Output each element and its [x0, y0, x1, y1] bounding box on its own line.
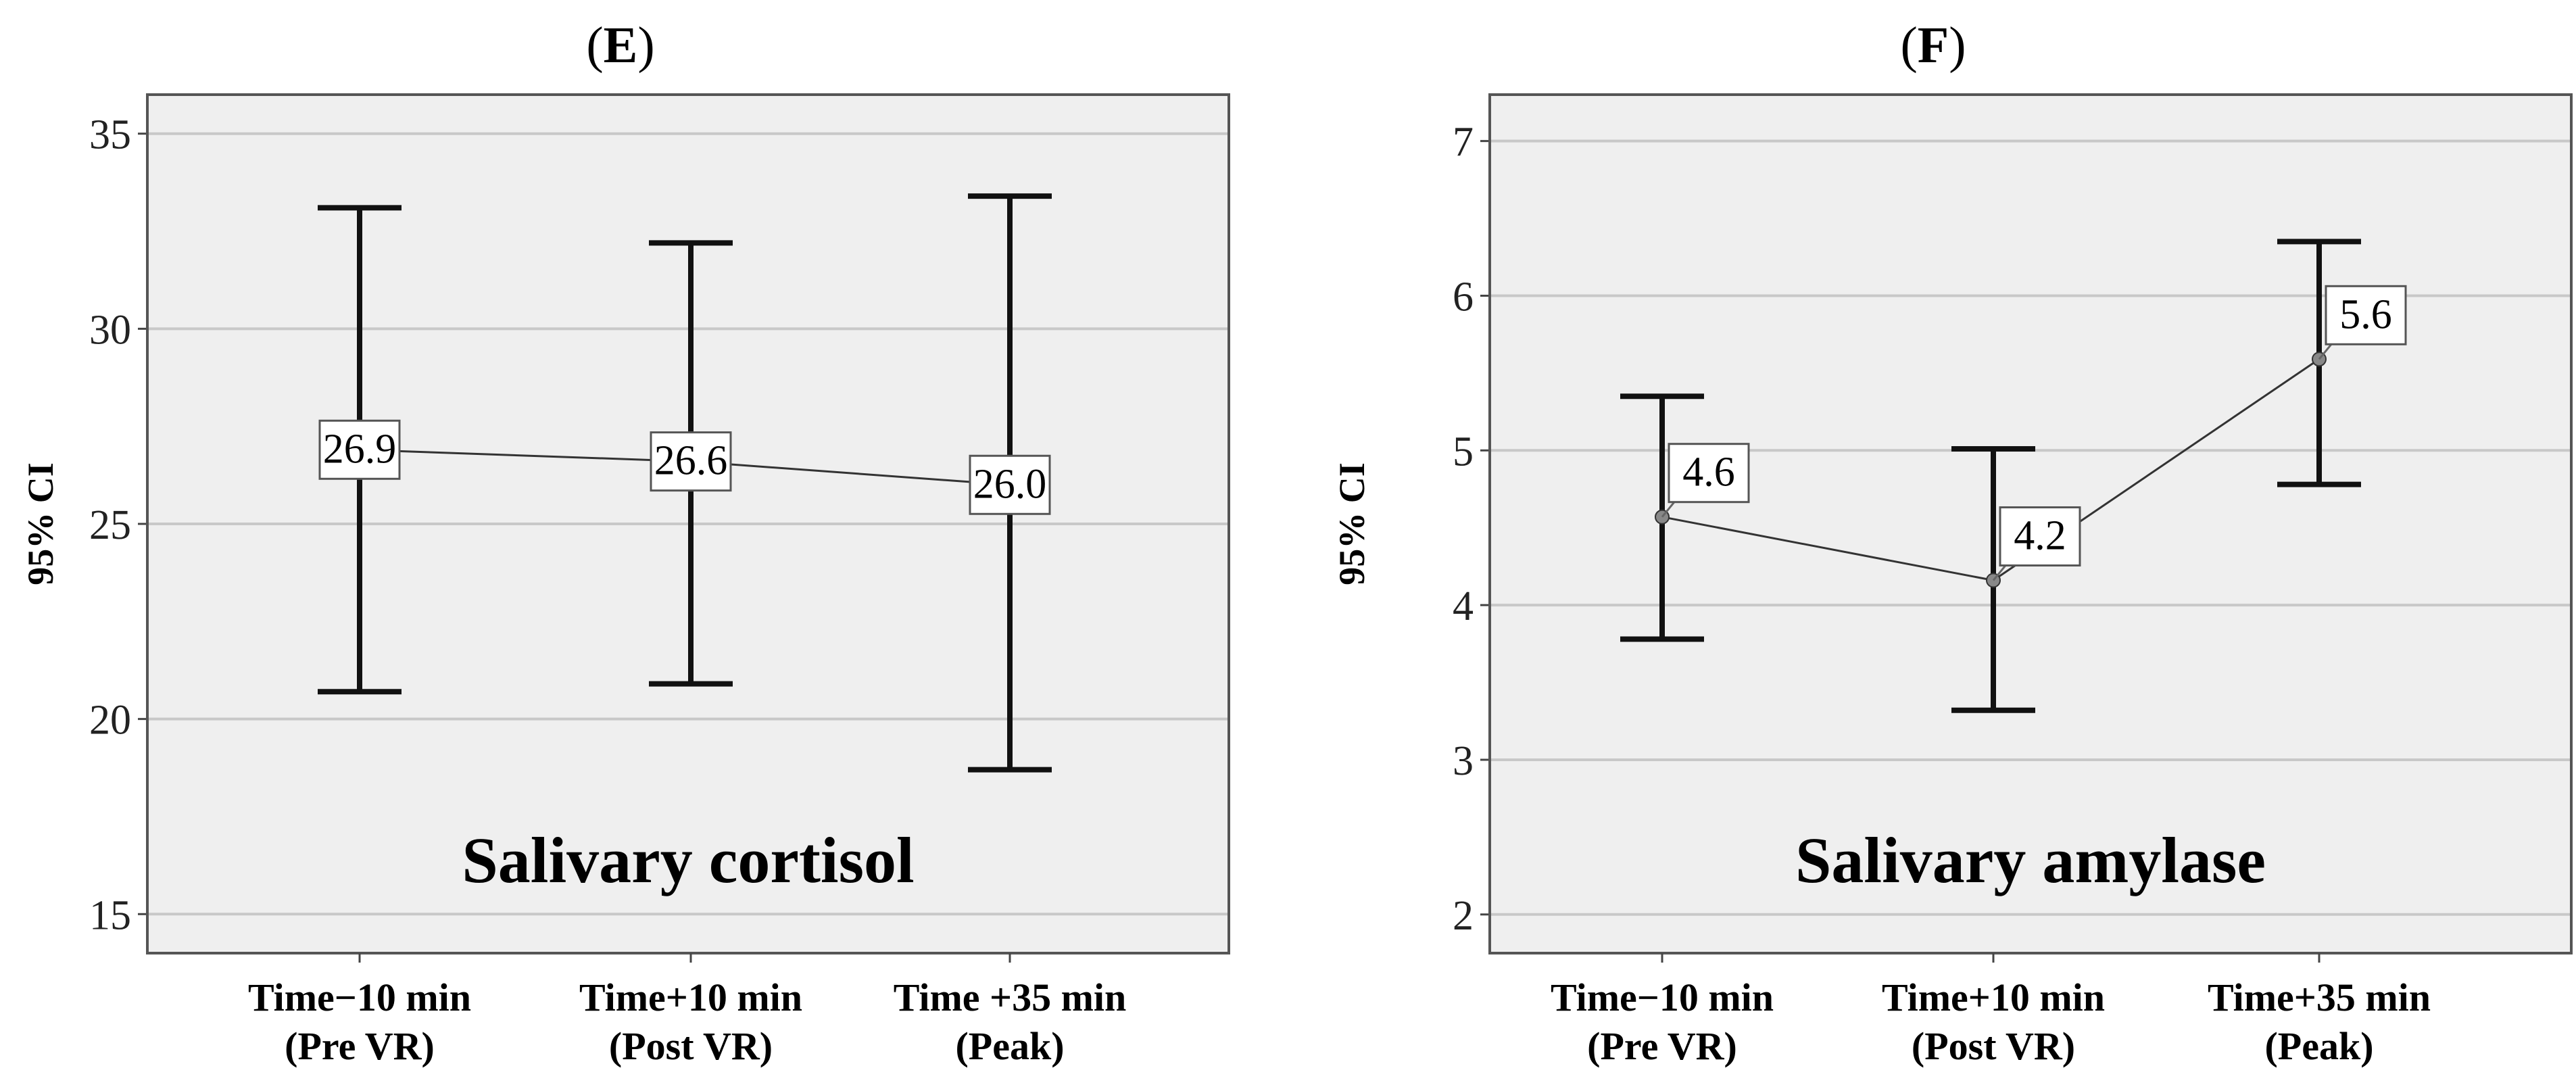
panel-label-close: ): [1949, 17, 1966, 74]
x-category-label-line1: Time+35 min: [2208, 975, 2431, 1019]
panel-label: (E): [586, 17, 654, 74]
point-label: 5.6: [2339, 291, 2392, 337]
point-label: 26.6: [654, 438, 728, 484]
panel-label-open: (: [586, 17, 603, 74]
panel-label-close: ): [637, 17, 654, 74]
x-category-label-line1: Time+10 min: [1882, 975, 2105, 1019]
x-category-label-line1: Time−10 min: [1551, 975, 1774, 1019]
y-tick-label: 5: [1453, 429, 1474, 475]
point-label-box: [1668, 443, 1750, 504]
point-label: 4.2: [2014, 513, 2066, 559]
panel-label: (F): [1900, 17, 1966, 74]
x-category-label-line2: (Peak): [2264, 1024, 2373, 1068]
panel-label-open: (: [1900, 17, 1917, 74]
plot-frame: [1488, 93, 2573, 954]
point-label-box: [969, 454, 1051, 515]
x-category-label-line2: (Post VR): [1912, 1024, 2075, 1068]
chart-title: Salivary cortisol: [462, 824, 914, 896]
y-axis-title: 95% CI: [1332, 462, 1372, 585]
x-category-label-line1: Time+10 min: [579, 975, 802, 1019]
x-category-label-line2: (Peak): [955, 1024, 1064, 1068]
y-axis-title: 95% CI: [20, 462, 61, 585]
x-category-label-line2: (Post VR): [609, 1024, 773, 1068]
point-label: 26.0: [973, 461, 1047, 507]
plot-frame: [146, 93, 1230, 954]
point-label-box: [318, 419, 401, 480]
x-category-label-line1: Time +35 min: [894, 975, 1127, 1019]
point-label-box: [1999, 506, 2081, 567]
x-category-label-line2: (Pre VR): [285, 1024, 435, 1068]
y-tick-label: 30: [89, 307, 131, 353]
y-tick-label: 20: [89, 698, 131, 744]
chart-panel-1: (F) 2 3 4 5 6 7 95% CI Time−10 min (Pre VR) Time+1…: [1332, 17, 2573, 1068]
point-label: 4.6: [1682, 450, 1735, 495]
x-category-label-line2: (Pre VR): [1587, 1024, 1737, 1068]
point-label: 26.9: [323, 426, 397, 472]
point-label-box: [2325, 285, 2407, 345]
panel-label-letter: F: [1918, 17, 1949, 74]
y-tick-label: 2: [1453, 893, 1474, 939]
y-tick-label: 25: [89, 502, 131, 548]
chart-title: Salivary amylase: [1795, 824, 2266, 896]
point-label-box: [650, 431, 732, 492]
y-tick-label: 6: [1453, 274, 1474, 320]
y-tick-label: 3: [1453, 738, 1474, 784]
y-tick-label: 4: [1453, 583, 1474, 629]
y-tick-label: 15: [89, 892, 131, 938]
label-leader: [2318, 343, 2333, 360]
y-tick-label: 35: [89, 112, 131, 158]
chart-panel-0: (E) 15 20 25 30 35 95% CI Time−10 min (Pre VR) Ti…: [20, 17, 1230, 1068]
y-tick-label: 7: [1453, 120, 1474, 166]
panel-label-letter: E: [604, 17, 638, 74]
label-leader: [1661, 501, 1676, 518]
x-category-label-line1: Time−10 min: [248, 975, 471, 1019]
label-leader: [1992, 564, 2007, 581]
